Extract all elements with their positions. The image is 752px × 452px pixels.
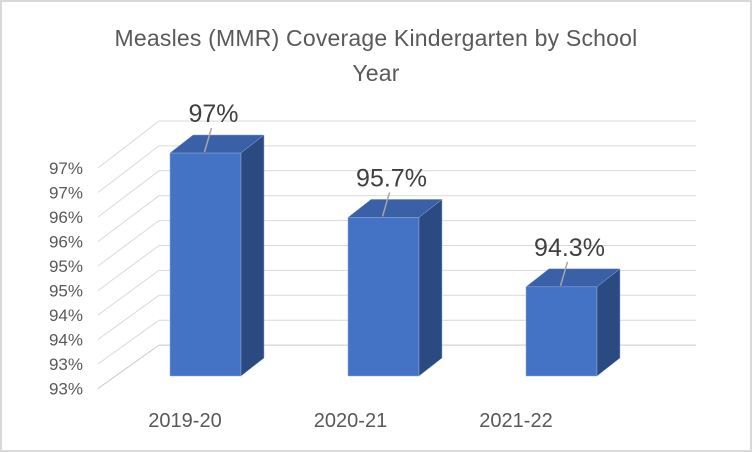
chart-title: Measles (MMR) Coverage Kindergarten by S… xyxy=(2,21,750,91)
y-axis-tick-line xyxy=(97,294,160,340)
bar-side-face xyxy=(240,134,265,377)
chart-title-line-1: Measles (MMR) Coverage Kindergarten by S… xyxy=(114,25,638,51)
x-axis-category-label: 2020-21 xyxy=(314,410,387,432)
data-label: 97% xyxy=(188,100,238,128)
y-axis-tick-label: 93% xyxy=(49,380,83,399)
x-axis-category-label: 2021-22 xyxy=(479,410,552,432)
y-axis-tick-label: 97% xyxy=(49,159,83,178)
y-axis-tick-line xyxy=(97,245,160,291)
bar-front-face xyxy=(169,152,242,377)
y-axis-tick-label: 94% xyxy=(49,306,83,325)
y-axis-tick-line xyxy=(97,120,160,169)
bar-2020-21: 95.7% xyxy=(347,164,443,377)
y-axis-tick-label: 96% xyxy=(49,233,83,252)
bar-front-face xyxy=(525,286,598,377)
bar-side-face xyxy=(418,198,443,377)
bar-side-face xyxy=(596,268,621,377)
data-label-leader-line xyxy=(559,261,569,287)
data-label: 95.7% xyxy=(356,164,427,192)
data-label-leader-line xyxy=(203,127,213,153)
y-axis-tick-line xyxy=(97,195,160,242)
y-axis-tick-label: 96% xyxy=(49,208,83,227)
y-axis-tick-label: 94% xyxy=(49,331,83,350)
y-axis-tick-line xyxy=(97,145,160,193)
y-axis-tick-label: 93% xyxy=(49,355,83,374)
chart-title-line-2: Year xyxy=(352,60,400,86)
bar-front-face xyxy=(347,217,420,377)
bar-2021-22: 94.3% xyxy=(525,234,621,377)
y-axis-tick-line xyxy=(97,220,160,267)
bar-2019-20: 97% xyxy=(169,100,265,377)
y-axis-tick-label: 97% xyxy=(49,184,83,203)
y-axis-tick-label: 95% xyxy=(49,257,83,276)
y-axis-tick-line xyxy=(97,170,160,218)
y-axis-tick-line xyxy=(97,319,160,365)
y-axis-tick-line xyxy=(97,344,160,389)
y-axis-tick-line xyxy=(97,269,160,316)
x-axis-category-label: 2019-20 xyxy=(148,410,221,432)
data-label: 94.3% xyxy=(534,234,605,262)
data-label-leader-line xyxy=(381,192,391,217)
y-axis-tick-label: 95% xyxy=(49,282,83,301)
